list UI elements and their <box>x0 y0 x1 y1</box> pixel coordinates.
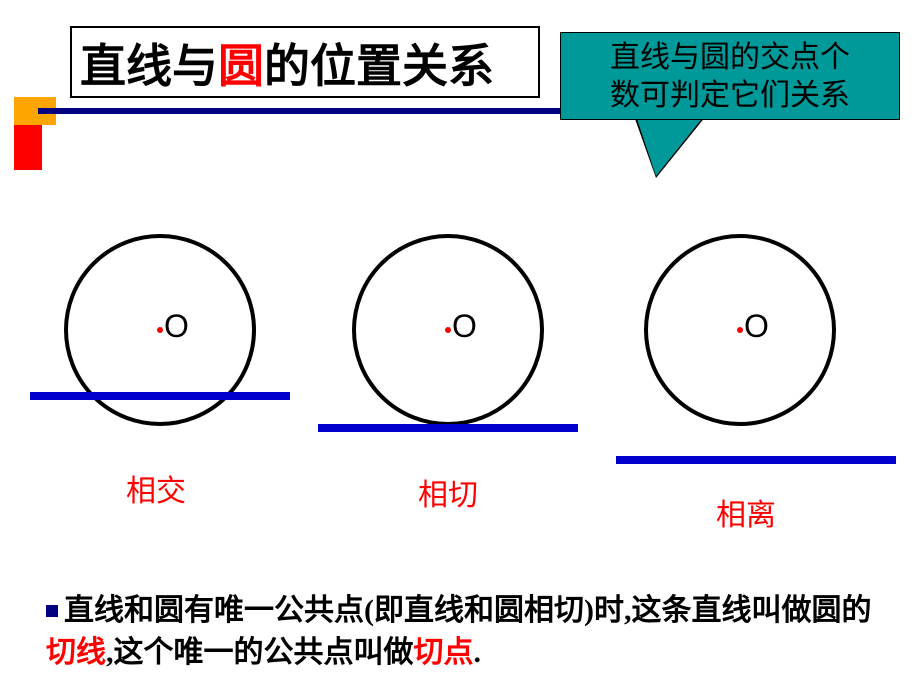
footer-text: 直线和圆有唯一公共点(即直线和圆相切)时,这条直线叫做圆的切线,这个唯一的公共点… <box>46 590 876 674</box>
relation-label-1: 相切 <box>418 470 478 514</box>
footer-seg2: 切线 <box>46 636 106 669</box>
center-label-1: O <box>452 308 477 345</box>
line-2 <box>616 456 896 464</box>
page-title: 直线与圆的位置关系 <box>80 30 494 96</box>
footer-seg1: 直线和圆有唯一公共点(即直线和圆相切)时,这条直线叫做圆的 <box>64 594 871 627</box>
center-dot-1 <box>445 327 451 333</box>
decor-blue-line <box>38 108 598 114</box>
relation-label-2: 相离 <box>716 490 776 534</box>
center-dot-0 <box>157 327 163 333</box>
title-part2: 圆 <box>218 41 264 92</box>
callout-tail <box>636 116 704 176</box>
callout-line2: 数可判定它们关系 <box>610 79 850 112</box>
center-label-0: O <box>164 308 189 345</box>
footer-seg5: . <box>474 636 482 669</box>
line-0 <box>30 392 290 400</box>
callout-box: 直线与圆的交点个 数可判定它们关系 <box>560 32 900 120</box>
title-part1: 直线与 <box>80 41 218 92</box>
footer-seg4: 切点 <box>414 636 474 669</box>
footer-seg3: ,这个唯一的公共点叫做 <box>106 636 414 669</box>
line-1 <box>318 424 578 432</box>
diagrams-area: O相交O相切O相离 <box>0 220 920 500</box>
bullet-icon <box>46 605 58 617</box>
title-part3: 的位置关系 <box>264 41 494 92</box>
callout-line1: 直线与圆的交点个 <box>610 41 850 74</box>
center-dot-2 <box>737 327 743 333</box>
center-label-2: O <box>744 308 769 345</box>
callout-text: 直线与圆的交点个 数可判定它们关系 <box>567 39 893 115</box>
relation-label-0: 相交 <box>126 466 186 510</box>
